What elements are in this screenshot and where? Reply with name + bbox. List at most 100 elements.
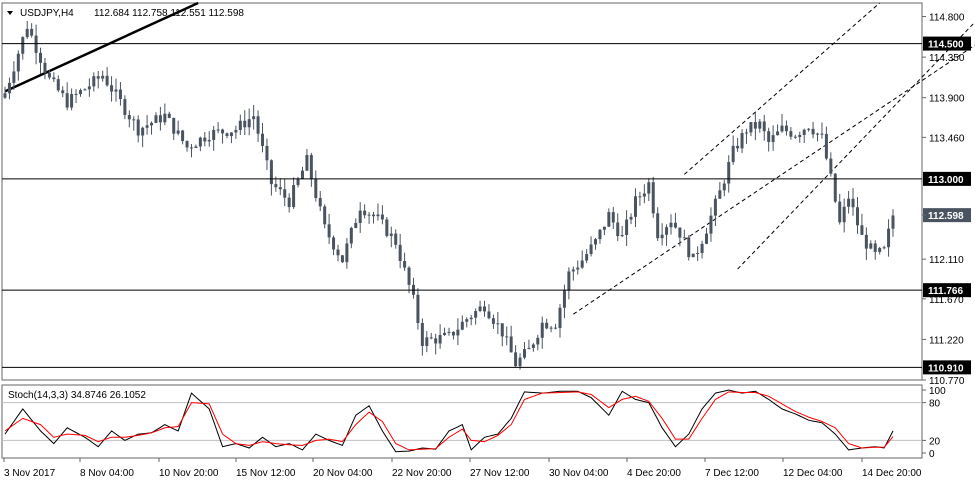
candle	[567, 267, 571, 300]
candle	[3, 86, 7, 100]
candle	[25, 21, 29, 39]
time-tick-label: 12 Dec 04:00	[783, 468, 843, 479]
stoch-tick-label: 0	[929, 449, 935, 460]
candle	[767, 127, 771, 152]
candle	[407, 266, 411, 294]
candle	[705, 227, 709, 245]
candle	[314, 170, 318, 202]
candle	[101, 70, 105, 82]
candle	[669, 214, 673, 235]
candle	[150, 121, 154, 135]
candle	[363, 204, 367, 219]
candle	[540, 316, 544, 349]
candle	[558, 304, 562, 338]
candle	[176, 120, 180, 136]
candle	[873, 240, 877, 260]
candle	[887, 219, 891, 257]
candle	[594, 237, 598, 250]
candle	[367, 211, 371, 224]
candle	[12, 61, 16, 90]
candle	[221, 128, 225, 144]
candle	[731, 135, 735, 165]
level-tag-label: 110.910	[928, 363, 964, 374]
candle	[318, 191, 322, 212]
candle	[372, 211, 376, 224]
candle	[882, 245, 886, 250]
candle	[483, 300, 487, 317]
candle	[256, 110, 260, 142]
level-tag	[923, 283, 971, 298]
time-tick-label: 30 Nov 04:00	[549, 468, 609, 479]
candle	[820, 122, 824, 139]
candle	[855, 197, 859, 234]
candle	[780, 114, 784, 133]
candle	[625, 210, 629, 246]
candle	[771, 125, 775, 151]
candle	[292, 177, 296, 209]
candle	[491, 314, 495, 329]
candle	[891, 209, 895, 237]
time-tick-label: 27 Nov 12:00	[470, 468, 530, 479]
price-levels[interactable]: 114.500 113.000 111.766 110.910	[2, 36, 971, 375]
candle	[460, 315, 464, 331]
candle	[443, 327, 447, 337]
candle	[261, 122, 265, 153]
candle	[336, 244, 340, 262]
candle	[243, 110, 247, 136]
candle	[576, 260, 580, 275]
candle	[514, 345, 518, 367]
candle	[607, 208, 611, 228]
candle	[833, 172, 837, 204]
candle	[536, 334, 540, 351]
current-price-label: 112.598	[928, 211, 964, 222]
candle	[394, 229, 398, 249]
candle	[212, 126, 216, 151]
candle	[554, 323, 558, 330]
candle	[305, 149, 309, 172]
candle	[265, 138, 269, 171]
candle	[96, 71, 100, 89]
candle	[105, 67, 109, 87]
current-price-tag	[923, 208, 971, 223]
candle	[92, 72, 96, 92]
candle	[838, 193, 842, 225]
time-tick-label: 15 Nov 12:00	[236, 468, 296, 479]
candle	[429, 332, 433, 340]
candle	[56, 75, 60, 93]
candle	[420, 318, 424, 356]
collapse-triangle-icon[interactable]	[7, 11, 13, 15]
candle	[784, 120, 788, 136]
candle	[465, 317, 469, 328]
level-tag-label: 111.766	[928, 286, 963, 297]
candle	[16, 50, 20, 81]
candle	[389, 226, 393, 248]
candle	[127, 110, 131, 128]
candle	[842, 198, 846, 233]
candle	[816, 132, 820, 142]
candle	[878, 246, 882, 255]
candle	[700, 240, 704, 259]
candle	[638, 191, 642, 206]
candle	[869, 240, 873, 250]
channel-line-upper[interactable]	[683, 2, 881, 175]
candle	[234, 125, 238, 139]
candle	[633, 188, 637, 228]
candle	[154, 112, 158, 124]
candle	[709, 207, 713, 242]
time-tick-label: 20 Nov 04:00	[313, 468, 373, 479]
trendline-solid[interactable]	[4, 1, 199, 93]
candle	[758, 119, 762, 133]
level-tag	[923, 171, 971, 186]
level-tag	[923, 36, 971, 51]
candle	[345, 238, 349, 269]
time-tick-label: 3 Nov 2017	[4, 468, 56, 479]
time-tick-label: 10 Nov 20:00	[159, 468, 219, 479]
candle	[398, 234, 402, 269]
candle	[65, 82, 69, 111]
candle	[34, 24, 38, 65]
level-tag	[923, 360, 971, 375]
candle	[744, 128, 748, 144]
candle	[198, 136, 202, 152]
candle	[647, 178, 651, 201]
candle	[380, 205, 384, 225]
